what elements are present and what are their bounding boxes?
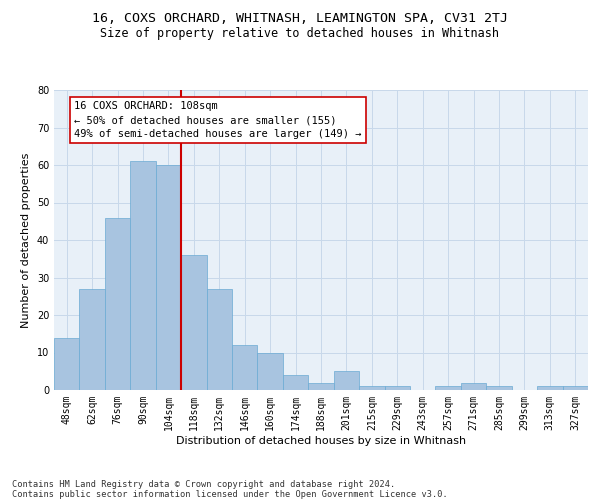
Bar: [232, 345, 257, 390]
Bar: [563, 386, 588, 390]
Bar: [334, 371, 359, 390]
Bar: [359, 386, 385, 390]
Bar: [54, 338, 79, 390]
Bar: [79, 289, 105, 390]
Bar: [181, 255, 206, 390]
Bar: [257, 352, 283, 390]
Text: 16, COXS ORCHARD, WHITNASH, LEAMINGTON SPA, CV31 2TJ: 16, COXS ORCHARD, WHITNASH, LEAMINGTON S…: [92, 12, 508, 26]
Bar: [385, 386, 410, 390]
Text: 16 COXS ORCHARD: 108sqm
← 50% of detached houses are smaller (155)
49% of semi-d: 16 COXS ORCHARD: 108sqm ← 50% of detache…: [74, 101, 362, 139]
Text: Size of property relative to detached houses in Whitnash: Size of property relative to detached ho…: [101, 28, 499, 40]
Text: Contains HM Land Registry data © Crown copyright and database right 2024.: Contains HM Land Registry data © Crown c…: [12, 480, 395, 489]
Bar: [486, 386, 512, 390]
Bar: [105, 218, 130, 390]
Bar: [537, 386, 563, 390]
Bar: [283, 375, 308, 390]
Text: Contains public sector information licensed under the Open Government Licence v3: Contains public sector information licen…: [12, 490, 448, 499]
Bar: [206, 289, 232, 390]
Bar: [156, 165, 181, 390]
Bar: [461, 382, 486, 390]
Bar: [436, 386, 461, 390]
Bar: [308, 382, 334, 390]
Bar: [130, 161, 156, 390]
Y-axis label: Number of detached properties: Number of detached properties: [21, 152, 31, 328]
X-axis label: Distribution of detached houses by size in Whitnash: Distribution of detached houses by size …: [176, 436, 466, 446]
